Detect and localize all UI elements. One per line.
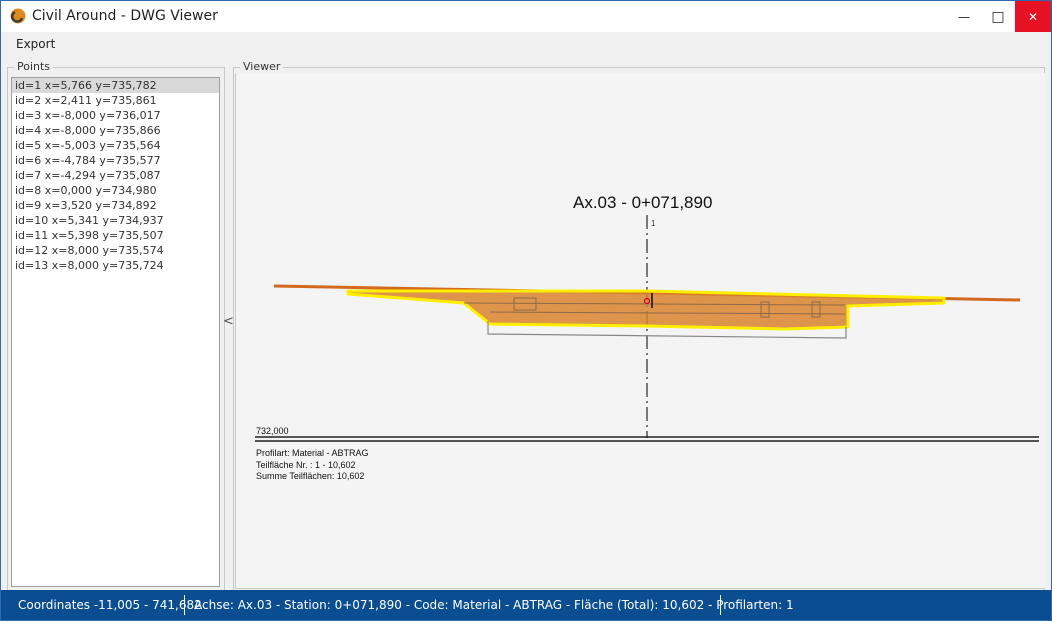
point-list-item[interactable]: id=3 x=-8,000 y=736,017 [15, 109, 161, 122]
points-label: Points [14, 60, 54, 73]
title-bar[interactable]: Civil Around - DWG Viewer — □ ✕ [1, 1, 1051, 32]
total-area-text: Summe Teilflächen: 10,602 [256, 471, 364, 481]
menu-bar: Export [1, 32, 1051, 56]
points-list[interactable]: id=1 x=5,766 y=735,782 id=2 x=2,411 y=735… [11, 77, 220, 587]
viewer-label: Viewer [240, 60, 284, 73]
minimize-button[interactable]: — [947, 1, 981, 32]
point-list-item[interactable]: id=13 x=8,000 y=735,724 [15, 259, 164, 272]
point-list-item[interactable]: id=1 x=5,766 y=735,782 [12, 78, 219, 93]
status-separator [184, 595, 185, 615]
point-list-item[interactable]: id=4 x=-8,000 y=735,866 [15, 124, 161, 137]
status-bar: Coordinates -11,005 - 741,682 Achse: Ax.… [1, 590, 1051, 620]
app-logo-icon [10, 8, 26, 24]
selected-point-marker[interactable] [643, 297, 651, 305]
axis-marker-label: 1 [651, 219, 656, 228]
point-list-item[interactable]: id=7 x=-4,294 y=735,087 [15, 169, 161, 182]
drawing-title: Ax.03 - 0+071,890 [573, 193, 712, 212]
material-area [346, 289, 946, 331]
point-list-item[interactable]: id=2 x=2,411 y=735,861 [15, 94, 157, 107]
datum-label: 732,000 [256, 426, 289, 436]
drawing-svg: Ax.03 - 0+071,890 1 732,000 Profilart: M… [255, 193, 1039, 481]
partial-area-text: Teilfläche Nr. : 1 - 10,602 [256, 460, 356, 470]
point-list-item[interactable]: id=12 x=8,000 y=735,574 [15, 244, 164, 257]
close-icon: ✕ [1027, 9, 1039, 24]
dwg-viewer-canvas[interactable]: Ax.03 - 0+071,890 1 732,000 Profilart: M… [235, 73, 1045, 589]
point-list-item[interactable]: id=5 x=-5,003 y=735,564 [15, 139, 161, 152]
point-list-item[interactable]: id=6 x=-4,784 y=735,577 [15, 154, 161, 167]
maximize-icon: □ [991, 8, 1005, 25]
status-details: Achse: Ax.03 - Station: 0+071,890 - Code… [194, 598, 794, 612]
profile-type-text: Profilart: Material - ABTRAG [256, 448, 369, 458]
window-title: Civil Around - DWG Viewer [32, 8, 218, 24]
collapse-panel-button[interactable]: < [223, 314, 234, 329]
point-list-item[interactable]: id=9 x=3,520 y=734,892 [15, 199, 157, 212]
minimize-icon: — [958, 9, 970, 24]
status-separator [720, 595, 721, 615]
menu-export[interactable]: Export [16, 37, 56, 51]
subgrade-outline [487, 321, 847, 339]
point-list-item[interactable]: id=11 x=5,398 y=735,507 [15, 229, 164, 242]
point-list-item[interactable]: id=8 x=0,000 y=734,980 [15, 184, 157, 197]
close-button[interactable]: ✕ [1015, 1, 1051, 32]
point-list-item[interactable]: id=10 x=5,341 y=734,937 [15, 214, 164, 227]
inner-structure-lines [463, 297, 846, 318]
status-coordinates: Coordinates -11,005 - 741,682 [18, 598, 202, 612]
maximize-button[interactable]: □ [981, 1, 1015, 32]
